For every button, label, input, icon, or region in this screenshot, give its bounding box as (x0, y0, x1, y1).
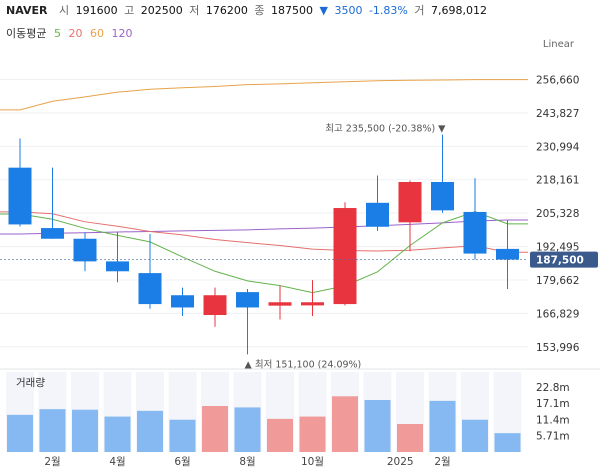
candle-body (236, 292, 259, 308)
candle-body (398, 181, 422, 223)
price-tick-label: 205,328 (536, 208, 579, 220)
stock-name: NAVER (6, 4, 48, 17)
ma60-line (0, 79, 528, 111)
candle-body (496, 248, 519, 260)
volume-bar (72, 409, 98, 452)
high-annotation-label: 최고 235,500 (-20.38%) ▼ (325, 124, 446, 135)
candle-body (431, 181, 454, 211)
ma-period-20: 20 (68, 27, 83, 40)
x-axis-label: 4월 (109, 456, 125, 468)
volume-bar (299, 416, 326, 452)
price-tick-label: 218,161 (536, 175, 579, 187)
candle-body (366, 202, 389, 227)
price-tick-label: 243,827 (536, 108, 579, 120)
x-axis-label: 10월 (301, 456, 324, 468)
ma20-line (0, 211, 528, 253)
x-axis-label: 8월 (239, 456, 255, 468)
volume-bar (364, 400, 391, 452)
open-value: 191600 (75, 4, 118, 17)
volume-bar (169, 419, 196, 452)
candle-body (203, 295, 227, 316)
volume-bar (234, 407, 261, 452)
candle-body (333, 208, 357, 305)
low-value: 176200 (205, 4, 248, 17)
volume-bar (137, 410, 163, 452)
ma-period-5: 5 (53, 27, 61, 40)
candle-body (301, 302, 324, 306)
candle-body (106, 261, 129, 272)
candle-body (171, 295, 194, 308)
low-label: 저 (189, 4, 200, 17)
current-price-tag (530, 251, 598, 268)
price-tick-label: 192,495 (536, 242, 579, 254)
volume-label: 거 (414, 4, 425, 17)
candle-body (463, 211, 487, 254)
open-label: 시 (58, 4, 70, 17)
candle-body (138, 273, 162, 305)
price-tick-label: 256,660 (536, 75, 579, 87)
candle-body (73, 238, 97, 262)
volume-bar (397, 424, 423, 452)
volume-panel-label: 거래량 (16, 377, 45, 389)
ma5-line (0, 211, 528, 294)
candle-body (41, 228, 64, 239)
volume-bar (7, 414, 33, 452)
volume-tick-label: 5.71m (536, 431, 570, 443)
ma-period-60: 60 (89, 27, 104, 40)
volume-bar (494, 433, 521, 452)
volume-bar (39, 409, 66, 452)
volume-bar (202, 406, 228, 452)
close-value: 187500 (270, 4, 313, 17)
volume-bar (104, 416, 131, 452)
price-header: NAVER 시 191600 고 202500 저 176200 종 18750… (6, 2, 490, 18)
volume-tick-label: 11.4m (536, 414, 570, 426)
volume-bar (429, 400, 456, 452)
moving-average-legend[interactable]: 이동평균 5 20 60 120 (6, 25, 136, 41)
volume-bar (267, 418, 293, 452)
scale-mode-toggle[interactable]: Linear (542, 39, 574, 50)
current-price-label: 187,500 (536, 255, 584, 267)
x-axis-label: 2월 (44, 456, 60, 468)
volume-value: 7,698,012 (431, 4, 487, 17)
change-percent: -1.83% (368, 4, 408, 17)
low-annotation-label: ▲ 최저 151,100 (24.09%) (245, 359, 362, 370)
x-axis-label: 2025 (387, 456, 414, 468)
price-tick-label: 179,662 (536, 275, 579, 287)
high-value: 202500 (140, 4, 183, 17)
candle-body (268, 302, 292, 306)
high-label: 고 (124, 4, 135, 17)
price-tick-label: 230,994 (536, 141, 580, 153)
volume-bar (332, 396, 358, 452)
candle-body (8, 167, 32, 225)
x-axis-label: 6월 (174, 456, 190, 468)
change-down-icon: ▼ (319, 4, 328, 17)
change-value: 3500 (334, 4, 363, 17)
volume-bar (462, 419, 488, 452)
x-axis-label: 2월 (434, 456, 450, 468)
ma120-line (0, 219, 528, 235)
price-tick-label: 153,996 (536, 342, 580, 354)
price-tick-label: 166,829 (536, 308, 579, 320)
volume-tick-label: 22.8m (536, 382, 570, 394)
volume-tick-label: 17.1m (536, 398, 570, 410)
moving-average-label: 이동평균 (6, 27, 47, 40)
close-label: 종 (254, 4, 265, 17)
ma-period-120: 120 (111, 27, 133, 40)
